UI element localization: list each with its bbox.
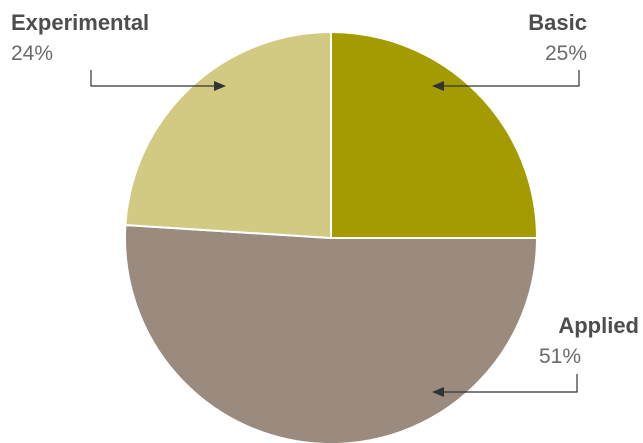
leader-line-experimental — [90, 70, 222, 87]
slice-label-applied: Applied — [558, 313, 639, 338]
arrowhead-applied — [432, 387, 444, 397]
pie-slice-experimental — [124, 30, 332, 240]
pie-slice-applied — [124, 224, 539, 443]
arrowhead-basic — [432, 81, 444, 91]
leader-line-basic — [436, 70, 580, 87]
pie-slice-basic — [330, 30, 539, 239]
arrowhead-experimental — [214, 81, 226, 91]
slice-value-applied: 51% — [539, 345, 581, 368]
leader-line-applied — [436, 374, 578, 393]
slice-label-experimental: Experimental — [11, 10, 149, 35]
slice-value-basic: 25% — [545, 42, 587, 65]
pie-slices — [124, 30, 539, 443]
slice-value-experimental: 24% — [11, 42, 53, 65]
slice-label-basic: Basic — [528, 10, 587, 35]
